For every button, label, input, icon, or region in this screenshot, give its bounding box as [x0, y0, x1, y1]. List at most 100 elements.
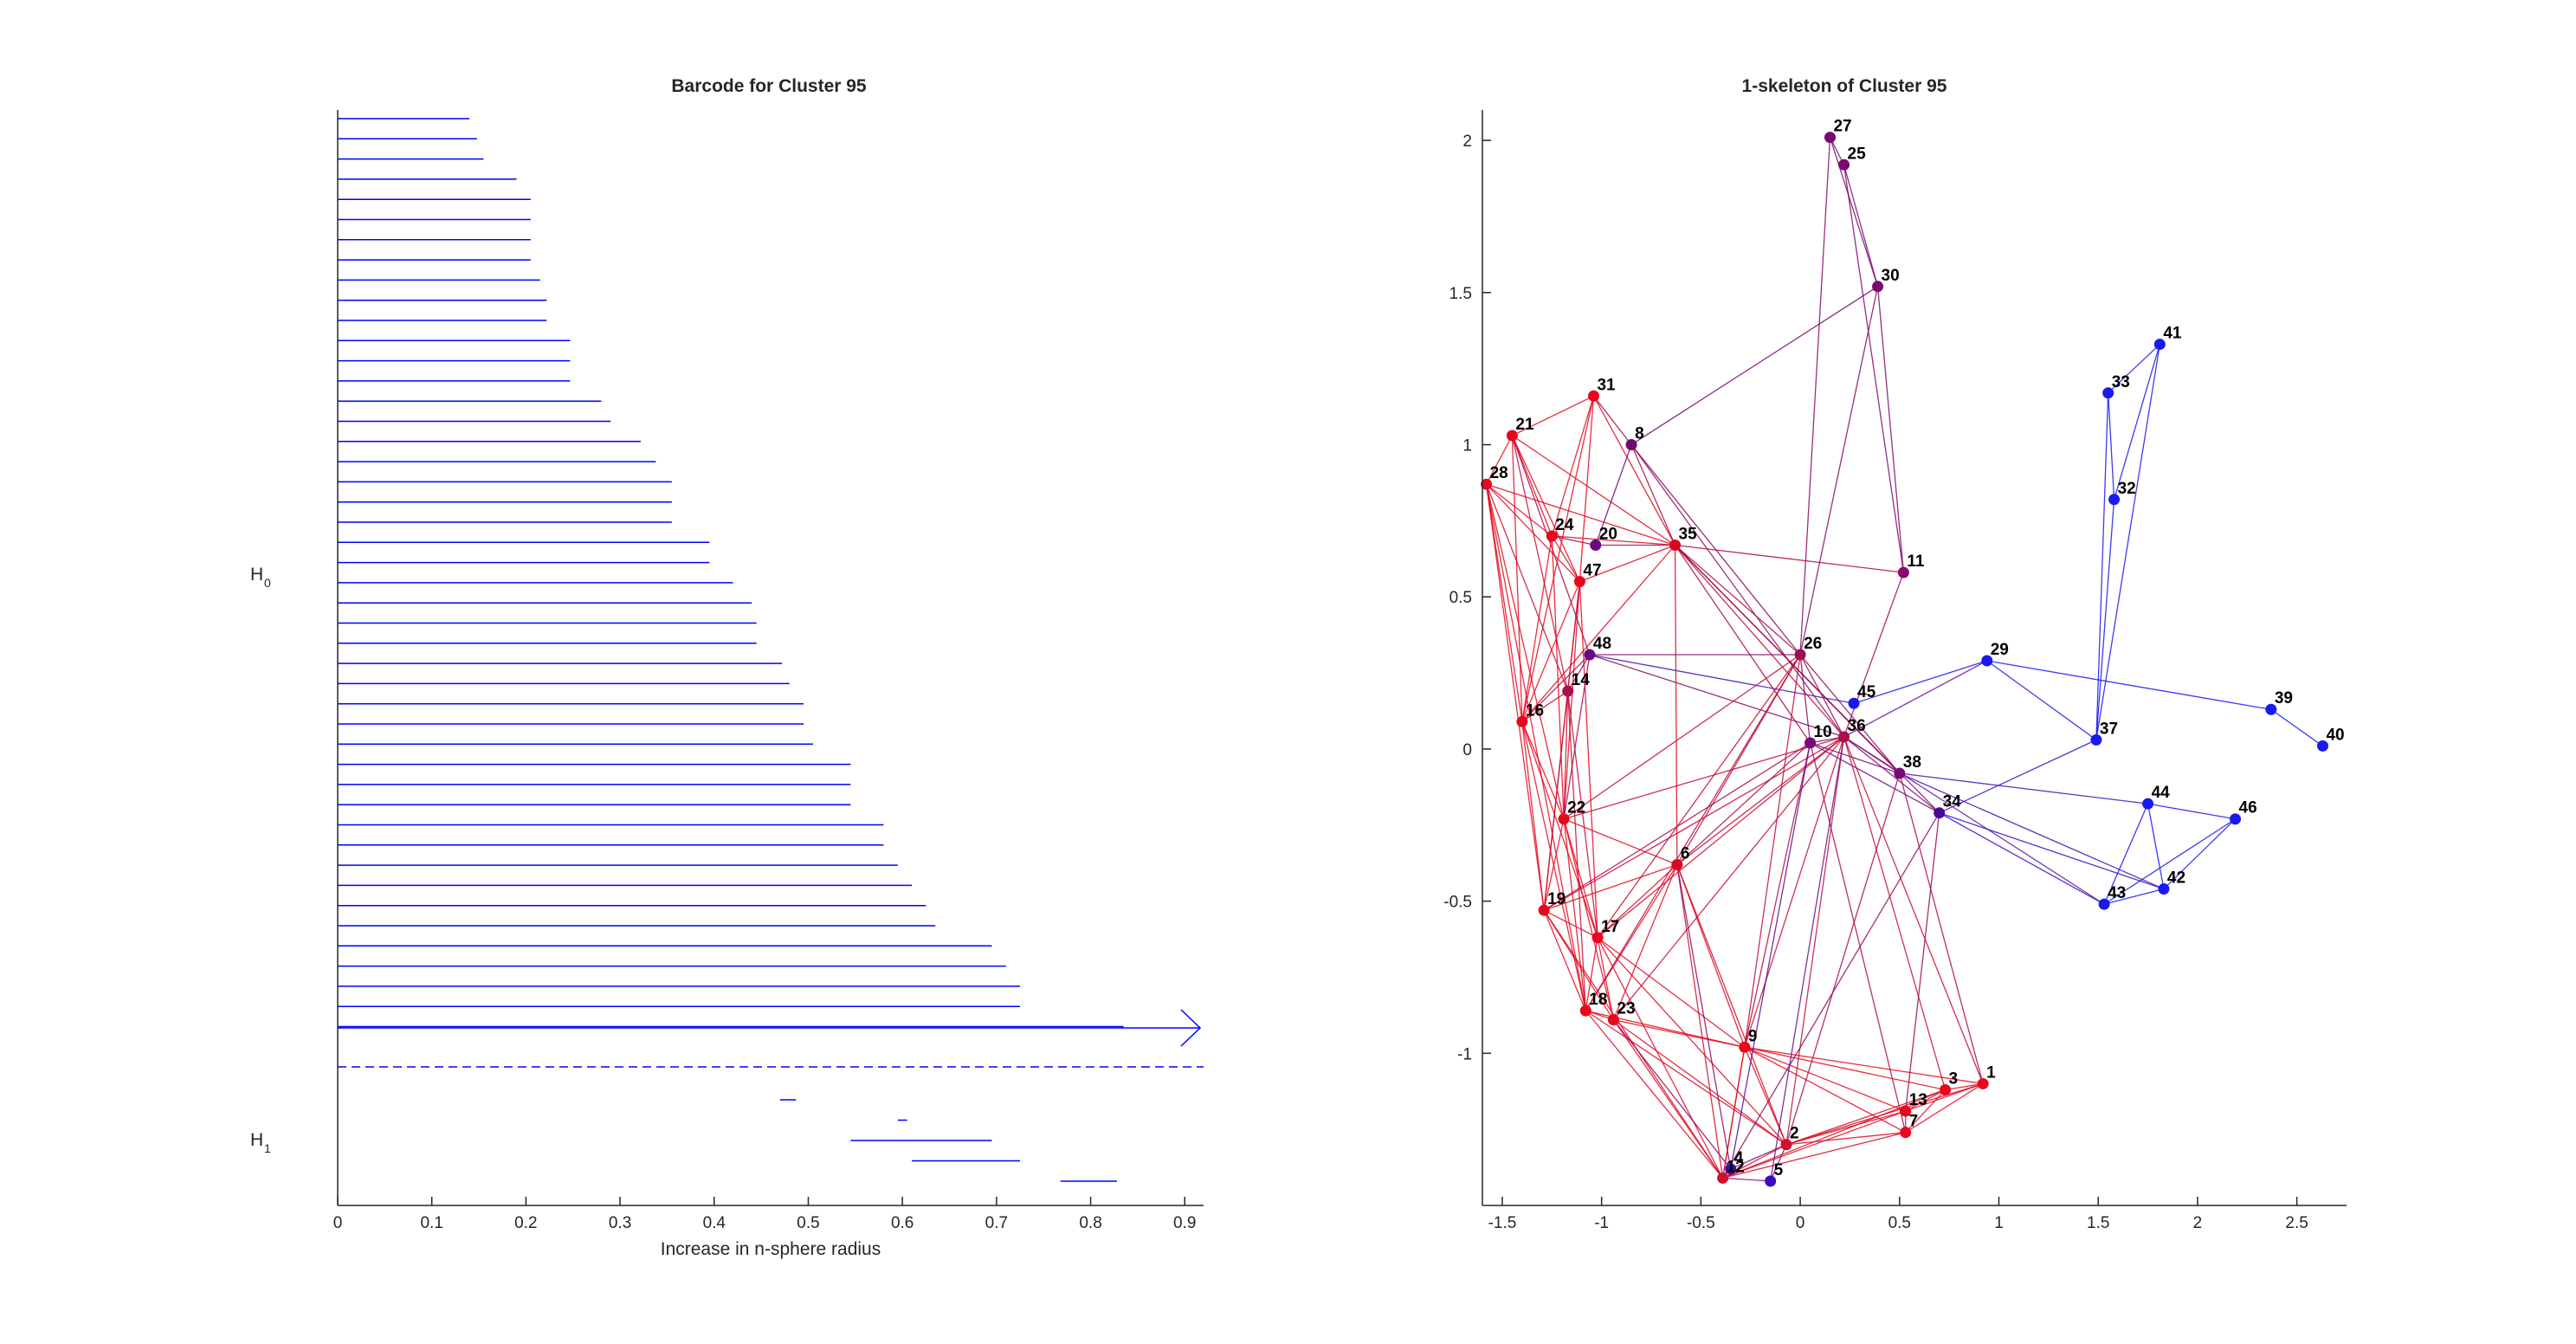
skeleton-node — [1765, 1175, 1777, 1187]
skeleton-node — [1506, 430, 1518, 442]
skeleton-yticks: 2 1.5 1 0.5 0 -0.5 -1 — [1443, 132, 1491, 1063]
skeleton-node — [1900, 1127, 1912, 1139]
skeleton-edge — [1674, 545, 1678, 865]
skeleton-edge — [1843, 736, 1947, 1090]
skeleton-node — [2108, 494, 2121, 506]
skeleton-edge — [1563, 818, 1598, 938]
skeleton-edge — [1612, 864, 1678, 1020]
skeleton-edge — [1597, 937, 1787, 1146]
skeleton-node — [1934, 807, 1946, 819]
skeleton-node — [1587, 390, 1599, 402]
skeleton-node — [1897, 566, 1909, 578]
skeleton-edge — [1579, 544, 1675, 583]
skeleton-node-label: 10 — [1814, 723, 1832, 741]
skeleton-node — [1607, 1014, 1619, 1026]
skeleton-node-label: 5 — [1774, 1161, 1784, 1179]
skeleton-edge — [1511, 435, 1523, 722]
skeleton-edge — [1675, 545, 1940, 814]
barcode-h0-bars — [338, 118, 1124, 1028]
skeleton-edge — [1939, 812, 2105, 905]
skeleton-node — [2090, 733, 2102, 746]
skeleton-node-labels: 1234567891011121314161718192021222324252… — [1490, 118, 2345, 1179]
skeleton-edge — [1799, 654, 1811, 743]
barcode-xtick-label: 0.1 — [420, 1214, 442, 1232]
skeleton-node — [1838, 158, 1850, 171]
skeleton-edge — [1521, 535, 1553, 722]
barcode-panel: Barcode for Cluster 95 0 0.1 0.2 0.3 0.4 0.5 0… — [250, 76, 1204, 1259]
skeleton-node — [1977, 1077, 1989, 1089]
skeleton-xticks: -1.5 -1 -0.5 0 0.5 1 1.5 2 2.5 — [1488, 1197, 2308, 1232]
skeleton-edge — [1563, 818, 1678, 866]
skeleton-edge — [1567, 581, 1581, 692]
skeleton-node — [1838, 731, 1850, 743]
skeleton-node-label: 29 — [1991, 641, 2009, 659]
skeleton-edge — [1597, 937, 1724, 1179]
skeleton-xtick-label: 2 — [2193, 1214, 2203, 1232]
skeleton-edge — [1585, 1010, 1724, 1179]
skeleton-edge — [1899, 772, 2148, 804]
skeleton-edge — [1722, 812, 1940, 1179]
skeleton-edge — [1676, 864, 1787, 1145]
skeleton-edge — [1585, 1010, 1787, 1146]
skeleton-node — [1940, 1083, 1952, 1095]
skeleton-node — [1481, 478, 1493, 490]
skeleton-node-label: 18 — [1589, 991, 1607, 1009]
skeleton-ytick-label: 0.5 — [1449, 589, 1472, 607]
skeleton-edge — [2103, 803, 2149, 905]
skeleton-edge — [1843, 572, 1904, 738]
skeleton-node — [1725, 1163, 1737, 1175]
skeleton-edge — [1810, 736, 1844, 744]
skeleton-edge — [1905, 1082, 1984, 1112]
skeleton-edge — [1597, 654, 1801, 939]
skeleton-edge — [1853, 660, 1987, 704]
skeleton-edge — [1843, 736, 1940, 814]
skeleton-edge — [1486, 435, 1513, 485]
skeleton-edge — [1595, 444, 1632, 546]
skeleton-node-label: 11 — [1907, 552, 1925, 571]
skeleton-node — [1591, 932, 1604, 944]
skeleton-edge — [1563, 581, 1581, 819]
skeleton-edge — [1744, 742, 1811, 1048]
skeleton-node-label: 35 — [1679, 525, 1698, 543]
skeleton-node-label: 36 — [1848, 717, 1866, 735]
skeleton-edge — [1567, 654, 1591, 692]
skeleton-edge — [1809, 742, 1907, 1133]
skeleton-edge — [1521, 545, 1676, 722]
skeleton-ytick-label: -0.5 — [1443, 894, 1472, 912]
skeleton-node — [1894, 767, 1906, 779]
skeleton-node — [2142, 798, 2154, 810]
skeleton-edge — [1722, 1110, 1906, 1179]
skeleton-edge — [1512, 435, 1675, 546]
skeleton-edge — [1939, 739, 2097, 814]
skeleton-edge — [1676, 864, 1732, 1169]
skeleton-edge — [1905, 1089, 1947, 1134]
skeleton-edge — [1552, 535, 1596, 546]
skeleton-node — [1900, 1105, 1912, 1117]
skeleton-node-label: 38 — [1903, 753, 1921, 772]
barcode-xtick-label: 0.5 — [797, 1214, 819, 1232]
skeleton-edge — [1521, 654, 1591, 722]
skeleton-edge — [1485, 484, 1565, 819]
skeleton-edge — [1770, 736, 1845, 1181]
skeleton-node-label: 45 — [1857, 683, 1876, 701]
skeleton-node-label: 20 — [1599, 525, 1617, 543]
skeleton-edge — [1512, 395, 1594, 436]
skeleton-edge — [1563, 736, 1844, 820]
h1-label: H 1 — [250, 1130, 271, 1155]
skeleton-edge — [2095, 392, 2109, 740]
skeleton-xtick-label: -0.5 — [1687, 1214, 1715, 1232]
skeleton-edge — [1843, 165, 1905, 573]
skeleton-node-label: 31 — [1597, 376, 1616, 394]
barcode-xtick-label: 0.8 — [1079, 1214, 1101, 1232]
skeleton-nodes — [1481, 132, 2328, 1187]
skeleton-edge — [1744, 1046, 1984, 1085]
skeleton-xtick-label: 2.5 — [2285, 1214, 2308, 1232]
barcode-xtick-label: 0.2 — [514, 1214, 537, 1232]
skeleton-edge — [1986, 660, 2097, 740]
skeleton-edge — [1486, 483, 1580, 583]
skeleton-edge — [1592, 395, 1676, 546]
skeleton-edge — [1567, 691, 1586, 1011]
skeleton-edge — [1810, 742, 1940, 814]
skeleton-node — [1848, 697, 1860, 709]
skeleton-node-label: 46 — [2239, 799, 2257, 817]
